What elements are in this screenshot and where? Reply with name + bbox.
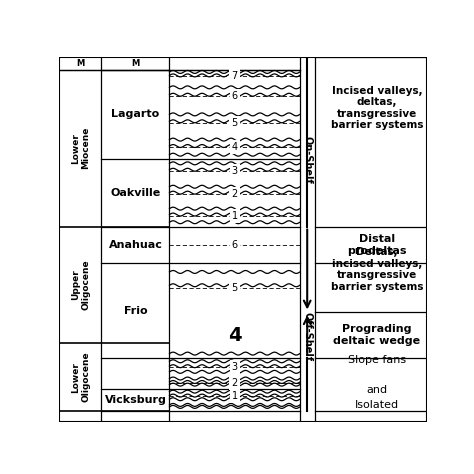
- Text: Off-Shelf: Off-Shelf: [302, 312, 312, 362]
- Text: Lower
Oligocene: Lower Oligocene: [71, 352, 90, 402]
- Text: Vicksburg: Vicksburg: [105, 395, 166, 405]
- Text: Oakville: Oakville: [110, 188, 161, 198]
- Text: 6: 6: [232, 240, 238, 250]
- Text: On-Shelf: On-Shelf: [302, 136, 312, 184]
- Text: and: and: [366, 385, 388, 395]
- Text: 1: 1: [232, 210, 238, 220]
- Text: 3: 3: [232, 166, 238, 176]
- Text: Isolated: Isolated: [355, 401, 399, 410]
- Text: Deltas,
incised valleys,
transgressive
barrier systems: Deltas, incised valleys, transgressive b…: [331, 247, 423, 292]
- Text: 2: 2: [231, 378, 238, 388]
- Text: 4: 4: [228, 326, 241, 345]
- Text: Lower
Miocene: Lower Miocene: [71, 127, 90, 169]
- Text: 3: 3: [232, 362, 238, 372]
- Text: Incised valleys,
deltas,
transgressive
barrier systems: Incised valleys, deltas, transgressive b…: [331, 86, 423, 130]
- Text: 7: 7: [231, 71, 238, 81]
- Text: M: M: [131, 59, 140, 68]
- Text: 5: 5: [231, 283, 238, 293]
- Text: Distal
prodeltas: Distal prodeltas: [347, 234, 407, 255]
- Text: Prograding
deltaic wedge: Prograding deltaic wedge: [333, 324, 420, 346]
- Text: Upper
Oligocene: Upper Oligocene: [71, 260, 90, 310]
- Text: Frio: Frio: [124, 306, 147, 316]
- Text: 1: 1: [232, 392, 238, 401]
- Text: Slope fans: Slope fans: [348, 355, 406, 365]
- Text: Lagarto: Lagarto: [111, 109, 160, 119]
- Text: M: M: [76, 59, 84, 68]
- Text: 2: 2: [231, 189, 238, 199]
- Text: Anahuac: Anahuac: [109, 240, 163, 250]
- Text: 5: 5: [231, 118, 238, 128]
- Text: 4: 4: [232, 142, 238, 152]
- Text: 6: 6: [232, 91, 238, 101]
